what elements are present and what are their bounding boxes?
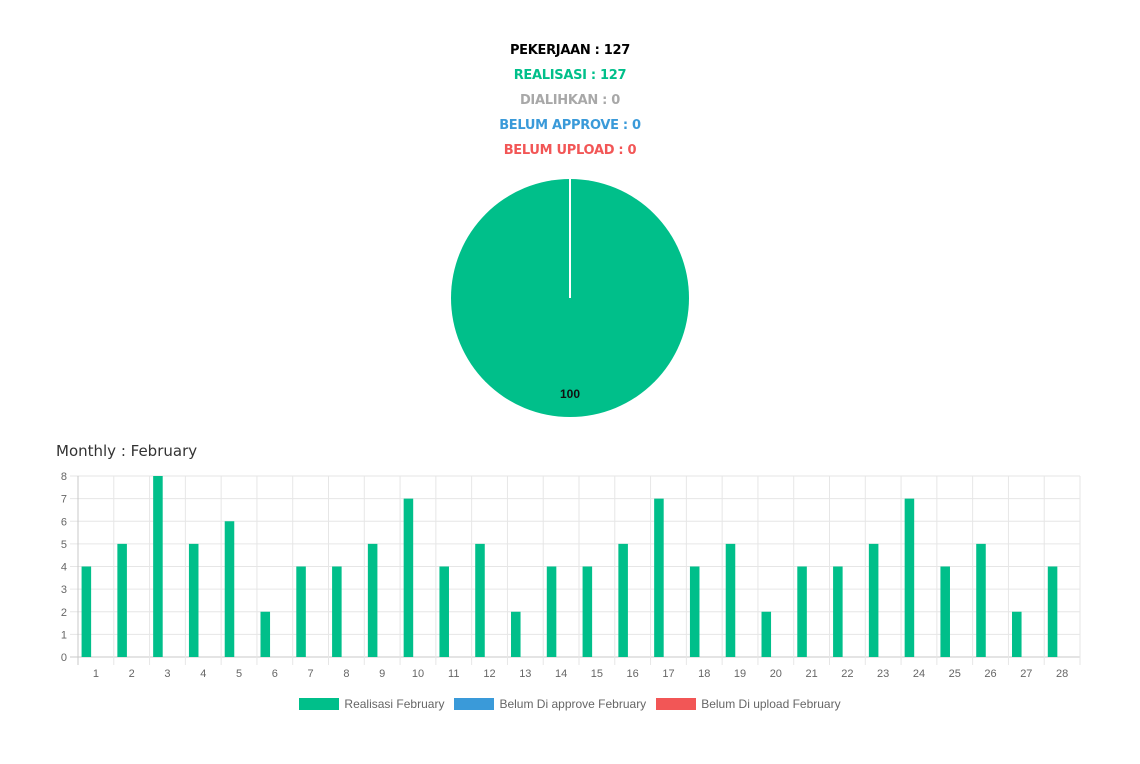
x-tick-label: 28 [1056,668,1068,680]
legend-label: Belum Di upload February [701,697,841,712]
legend-item[interactable]: Belum Di upload February [656,696,841,712]
bar [367,543,378,657]
x-tick-label: 8 [343,668,349,680]
y-tick-label: 8 [61,471,67,483]
bar [940,566,950,657]
pekerjaan-count: PEKERJAAN : 127 [509,43,631,58]
bar [761,611,772,657]
x-tick-label: 25 [949,668,961,680]
bar [868,543,879,657]
bar [403,498,414,657]
bar [511,611,521,657]
x-tick-label: 2 [129,668,135,680]
bar [689,566,700,657]
x-tick-label: 6 [272,668,278,680]
x-tick-label: 24 [913,668,925,680]
chart-legend: Realisasi February Belum Di approve Febru… [0,696,1140,711]
belum-approve-count: BELUM APPROVE : 0 [499,118,641,133]
x-tick-label: 11 [448,668,459,680]
x-tick-label: 3 [164,668,170,680]
x-tick-label: 23 [877,668,889,680]
x-tick-label: 19 [734,668,746,680]
bar [546,566,557,657]
legend-swatch [656,698,697,711]
legend-label: Belum Di approve February [499,697,647,712]
bar [260,611,271,657]
legend-swatch [454,698,495,711]
bar [904,498,915,657]
x-tick-label: 21 [805,668,817,680]
bar [188,543,199,657]
bar [976,543,986,657]
x-tick-label: 20 [770,668,782,680]
x-tick-label: 1 [93,668,99,680]
bar [654,498,664,657]
bar [296,566,306,657]
pie-data-label: 100 [560,387,580,401]
x-tick-label: 18 [698,668,710,680]
x-tick-label: 27 [1020,668,1032,680]
belum-upload-count: BELUM UPLOAD : 0 [503,143,637,158]
x-tick-label: 9 [379,668,385,680]
bar [439,566,449,657]
bar [117,543,127,657]
x-tick-label: 15 [591,668,603,680]
y-tick-label: 0 [61,652,67,664]
bar [1012,611,1022,657]
y-tick-label: 1 [61,629,67,641]
y-tick-label: 7 [61,494,67,506]
realisasi-count: REALISASI : 127 [513,68,627,83]
y-tick-label: 2 [61,607,67,619]
legend-item[interactable]: Belum Di approve February [454,696,646,711]
bar [1047,566,1058,657]
legend-label: Realisasi February [344,697,445,712]
y-tick-label: 6 [61,516,67,528]
bar [582,566,593,657]
bar [618,543,628,657]
x-tick-label: 26 [984,668,996,680]
x-tick-label: 7 [308,668,314,680]
bar [833,566,843,657]
x-tick-label: 14 [555,668,567,680]
x-tick-label: 16 [627,668,639,680]
y-tick-label: 5 [61,539,67,551]
x-tick-label: 22 [841,668,853,680]
x-tick-label: 5 [236,668,242,680]
bar [475,543,485,657]
summary-panel: PEKERJAAN : 127 REALISASI : 127 DIALIHKA… [0,42,1140,167]
y-tick-label: 3 [61,584,67,596]
x-tick-label: 4 [200,668,206,680]
bar [153,476,163,657]
dialihkan-count: DIALIHKAN : 0 [519,93,621,108]
bar [332,566,342,657]
legend-swatch [299,698,340,711]
y-tick-label: 4 [61,562,67,574]
x-tick-label: 10 [412,668,424,680]
bar [81,566,92,657]
bar [224,521,235,657]
bar [797,566,807,657]
x-tick-label: 17 [662,668,674,680]
x-tick-label: 12 [483,668,495,680]
monthly-title: Monthly : February [56,442,198,460]
pie-chart: 100 [451,179,689,417]
bar [725,543,736,657]
x-tick-label: 13 [519,668,531,680]
legend-item[interactable]: Realisasi February [299,696,444,711]
